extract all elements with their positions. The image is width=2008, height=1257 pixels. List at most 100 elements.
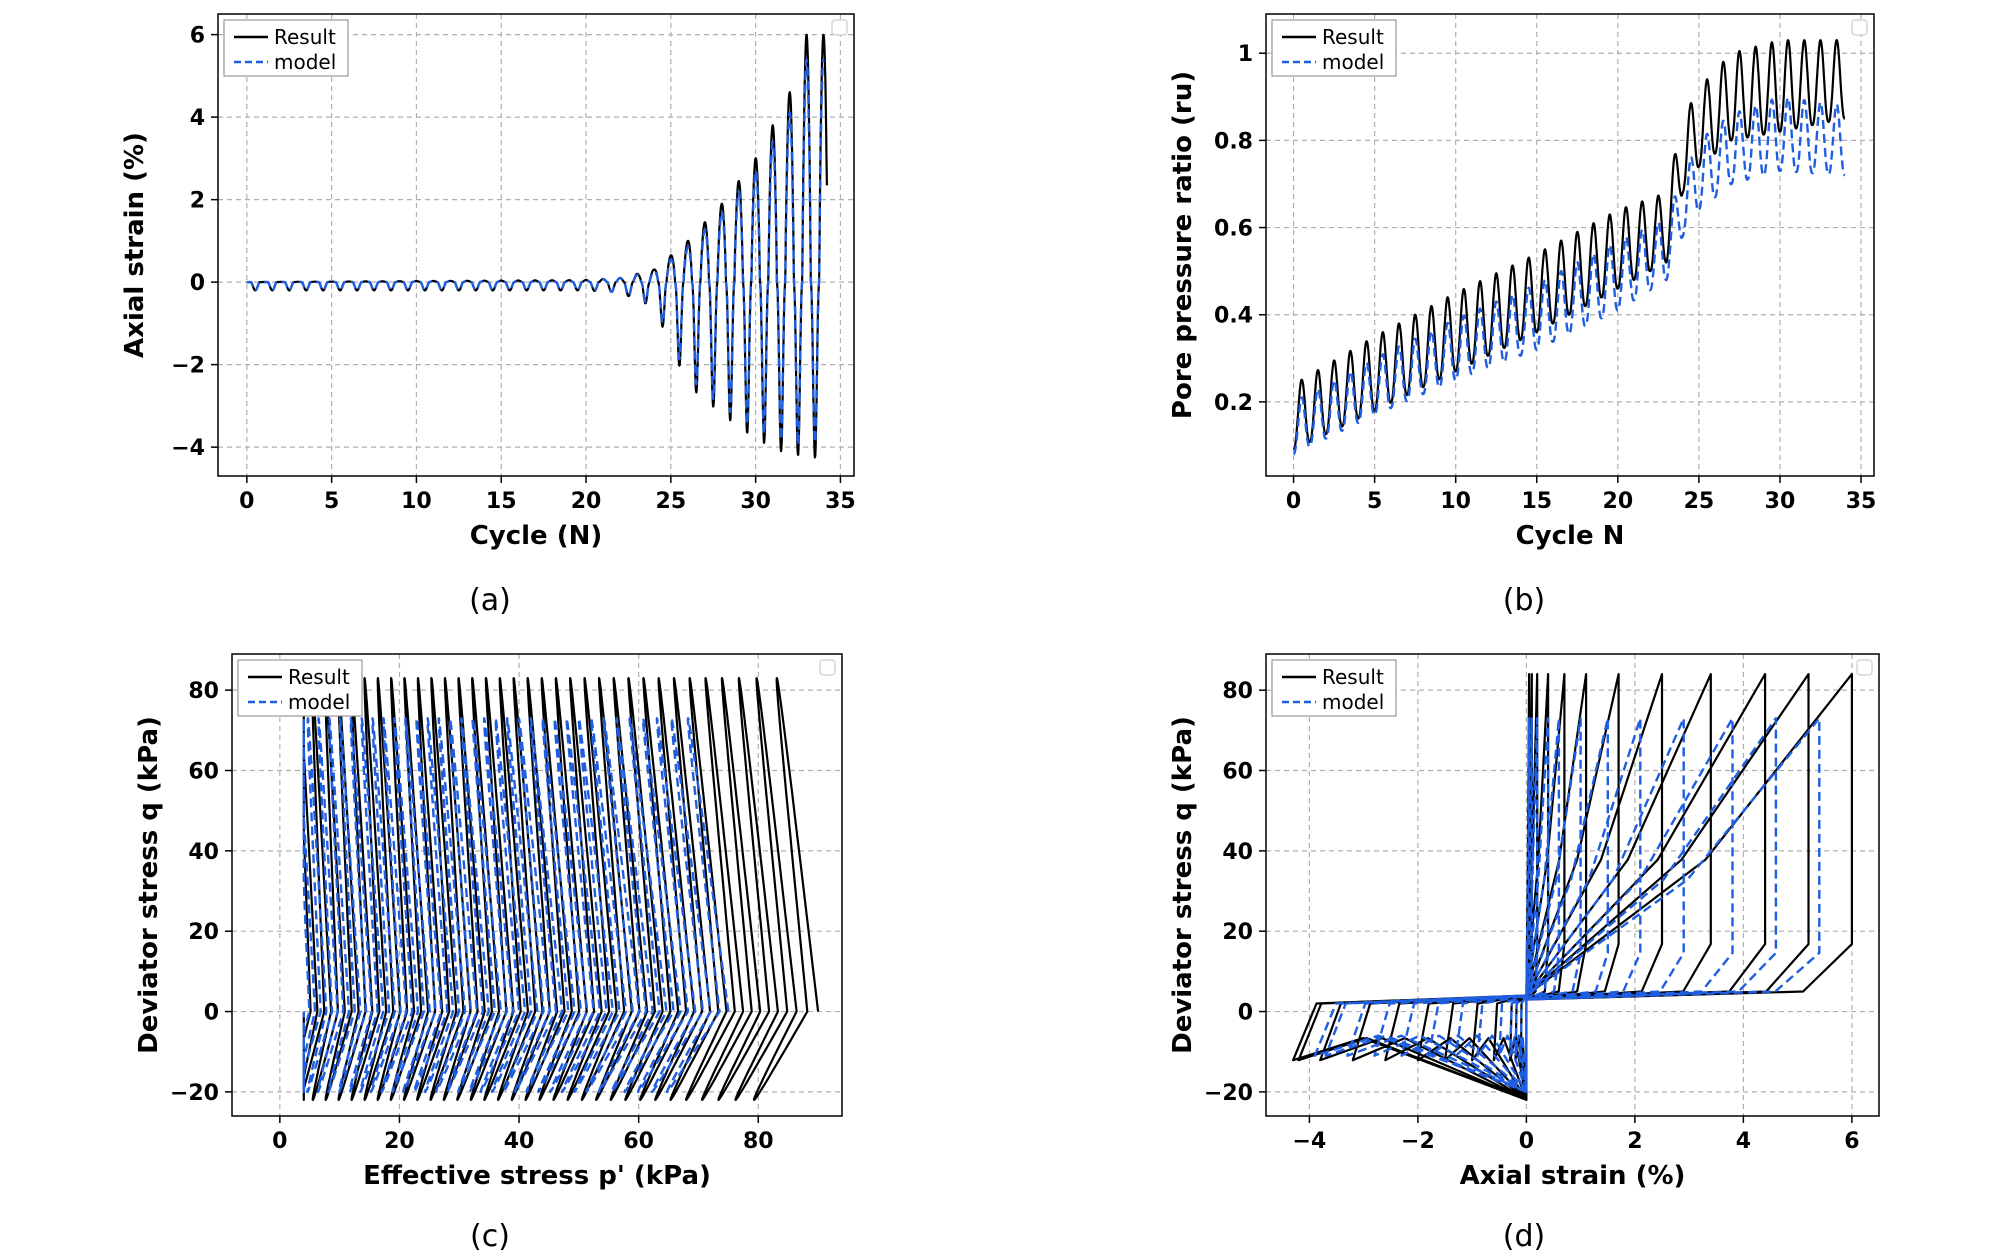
y-tick-label: 0 [204,1001,219,1026]
x-tick-label: 10 [1440,489,1471,514]
y-tick-label: 80 [1222,679,1253,704]
x-tick-label: 25 [656,489,687,514]
caption-a: (a) [469,583,511,618]
plot-frame [217,13,855,477]
x-axis-label: Axial strain (%) [1460,1161,1686,1191]
chart-b-plot: 0 5 10 15 20 25 30 35 0.2 0.4 0.6 0.8 1 Cycle N Pore p… [1168,13,1877,551]
plot-frame [231,653,843,1117]
y-tick-label: 20 [1222,920,1253,945]
x-tick-label: 0 [272,1129,287,1154]
y-tick-label: 4 [190,106,205,131]
x-tick-label: 0 [1286,489,1301,514]
x-tick-label: 0 [239,489,254,514]
caption-b: (b) [1503,583,1545,618]
legend-box [223,19,349,77]
chart-c-plot: 0 20 40 60 80 −20 0 20 40 60 80 Effective stress p'… [134,653,843,1191]
legend-label-model: model [1322,690,1384,714]
series-model-line [1292,96,1846,456]
y-tick-label: 0.6 [1214,217,1253,242]
x-tick-label: 2 [1627,1129,1642,1154]
caption-c: (c) [470,1219,510,1254]
x-tick-label: 6 [1844,1129,1859,1154]
x-tick-label: −4 [1293,1129,1327,1154]
y-tick-label: 60 [1222,760,1253,785]
x-tick-label: 4 [1736,1129,1751,1154]
series-model-path [302,717,730,1094]
legend-label-result: Result [1322,25,1384,49]
x-tick-label: 80 [743,1129,774,1154]
legend-label-result: Result [274,25,336,49]
x-tick-label: 35 [1846,489,1877,514]
plot-area [1292,39,1846,456]
y-axis-label: Axial strain (%) [120,132,150,358]
y-tick-label: 40 [1222,840,1253,865]
empty-legend-handle [1856,659,1873,676]
y-tick-label: 80 [188,679,219,704]
plot-frame [1265,653,1880,1117]
y-tick-label: 0.4 [1214,304,1253,329]
legend-box [237,659,363,717]
grid [1266,14,1874,476]
empty-legend-handle [1851,19,1868,36]
grid [218,14,854,476]
x-axis-label: Cycle N [1516,521,1625,551]
y-tick-label: −20 [170,1081,219,1106]
y-tick-label: −20 [1204,1081,1253,1106]
y-tick-label: 1 [1238,42,1253,67]
x-tick-label: 35 [825,489,856,514]
x-tick-label: 15 [486,489,517,514]
x-tick-label: 30 [1765,489,1796,514]
x-tick-label: 20 [571,489,602,514]
caption-d: (d) [1503,1219,1545,1254]
legend-label-model: model [288,690,350,714]
y-tick-label: 6 [190,24,205,49]
x-axis-label: Cycle (N) [470,521,603,551]
y-tick-label: 0.2 [1214,391,1253,416]
y-tick-label: 60 [188,760,219,785]
y-tick-label: −2 [171,354,205,379]
plot-frame [1265,13,1875,477]
chart-a-plot: 0 5 10 15 20 25 30 35 −4 −2 0 2 4 6 Cycle (N) Axial str… [120,13,856,551]
series-result-line [1292,39,1846,451]
y-tick-label: 20 [188,920,219,945]
legend-label-model: model [1322,50,1384,74]
x-tick-label: 20 [1603,489,1634,514]
chart-b: 0 5 10 15 20 25 30 35 0.2 0.4 0.6 0.8 1 Cycle N Pore p… [1168,13,1877,618]
y-tick-label: 0.8 [1214,129,1253,154]
chart-c: 0 20 40 60 80 −20 0 20 40 60 80 Effective stress p'… [134,653,843,1254]
chart-a: 0 5 10 15 20 25 30 35 −4 −2 0 2 4 6 Cycle (N) Axial str… [120,13,856,618]
x-tick-label: 0 [1519,1129,1534,1154]
legend-box [1271,19,1397,77]
y-tick-label: −4 [171,436,205,461]
plot-area [302,677,820,1101]
x-tick-label: 60 [623,1129,654,1154]
y-tick-label: 40 [188,840,219,865]
x-tick-label: 5 [324,489,339,514]
legend-label-model: model [274,50,336,74]
legend-label-result: Result [288,665,350,689]
x-tick-label: −2 [1401,1129,1435,1154]
x-tick-label: 10 [401,489,432,514]
empty-legend-handle [819,659,836,676]
y-axis-label: Deviator stress q (kPa) [1168,716,1198,1054]
y-axis-label: Deviator stress q (kPa) [134,716,164,1054]
x-tick-label: 20 [384,1129,415,1154]
plot-area [246,33,828,459]
legend-label-result: Result [1322,665,1384,689]
legend-box [1271,659,1397,717]
series-model-loops [1313,717,1821,1094]
x-tick-label: 40 [504,1129,535,1154]
x-tick-label: 30 [740,489,771,514]
empty-legend-handle [831,19,848,36]
y-tick-label: 2 [190,189,205,214]
y-tick-label: 0 [190,271,205,296]
x-tick-label: 5 [1367,489,1382,514]
series-result-line [246,33,828,459]
y-axis-label: Pore pressure ratio (ru) [1168,71,1198,419]
